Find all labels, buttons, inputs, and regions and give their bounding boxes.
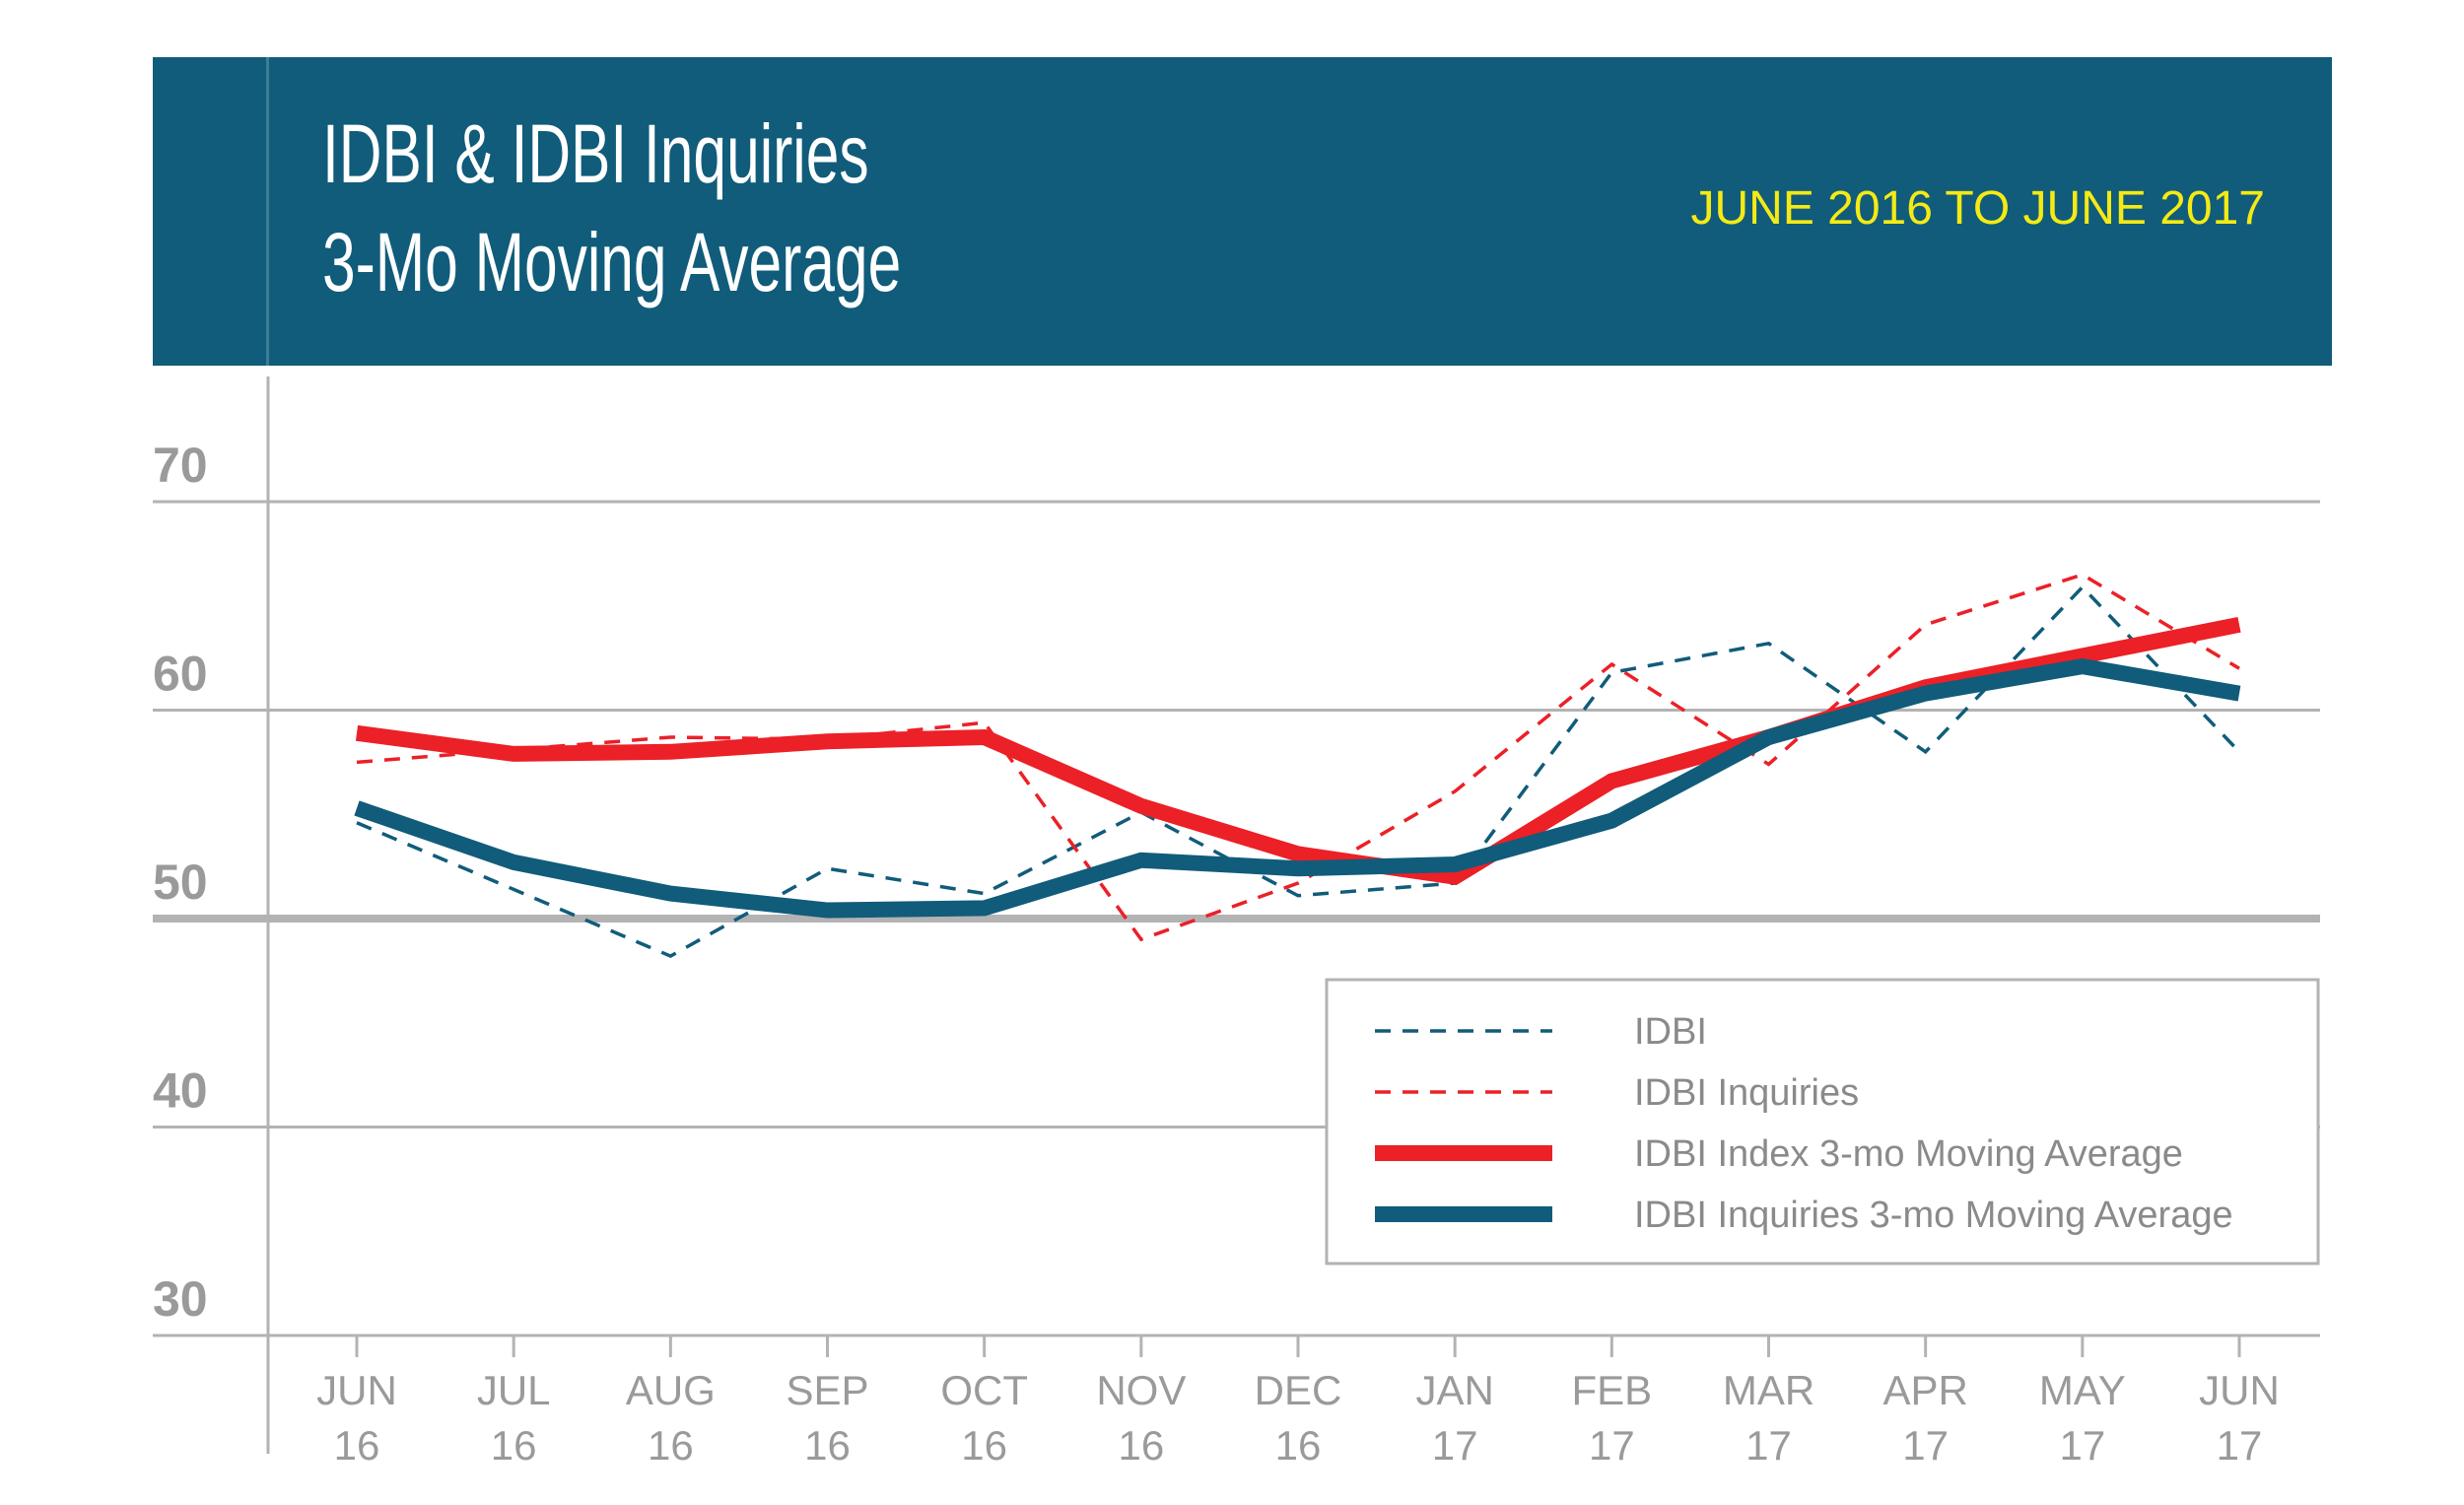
x-tick-label: JUN xyxy=(2199,1367,2280,1413)
x-tick-label: 16 xyxy=(491,1422,537,1469)
y-tick-label: 70 xyxy=(153,438,208,493)
series-line-idbi-inquiries xyxy=(356,573,2240,942)
x-tick-label: JUL xyxy=(477,1367,551,1413)
series-line-idbi-index-3-mo-moving-average xyxy=(355,616,2241,886)
x-tick-label: DEC xyxy=(1255,1367,1342,1413)
x-tick-label: 17 xyxy=(2059,1422,2105,1469)
x-tick-label: MAY xyxy=(2039,1367,2126,1413)
chart-subtitle: JUNE 2016 TO JUNE 2017 xyxy=(1690,182,2265,235)
x-tick-label: SEP xyxy=(786,1367,868,1413)
x-tick-label: 17 xyxy=(1589,1422,1635,1469)
header-divider xyxy=(266,57,269,366)
x-tick-label: OCT xyxy=(940,1367,1028,1413)
x-tick-label: 16 xyxy=(804,1422,851,1469)
series-line-idbi xyxy=(356,584,2241,959)
y-tick-label: 30 xyxy=(153,1271,208,1327)
series-line-idbi-inquiries-3-mo-moving-average xyxy=(354,657,2241,919)
x-tick-label: 16 xyxy=(648,1422,694,1469)
chart-header: IDBI & IDBI Inquiries 3-Mo Moving Averag… xyxy=(153,57,2332,366)
y-tick-label: 40 xyxy=(153,1063,208,1119)
x-tick-label: 16 xyxy=(334,1422,380,1469)
chart-title-line-1: IDBI & IDBI Inquiries xyxy=(322,107,869,200)
y-tick-label: 60 xyxy=(153,647,208,702)
x-tick-label: 17 xyxy=(1432,1422,1478,1469)
y-tick-label: 50 xyxy=(153,855,208,910)
x-tick-label: 17 xyxy=(1902,1422,1949,1469)
x-tick-label: FEB xyxy=(1571,1367,1652,1413)
legend-label: IDBI Inquiries xyxy=(1634,1072,1859,1114)
x-tick-label: JAN xyxy=(1415,1367,1493,1413)
x-tick-label: 16 xyxy=(1118,1422,1164,1469)
legend-label: IDBI Index 3-mo Moving Average xyxy=(1634,1133,2183,1175)
legend-label: IDBI xyxy=(1634,1011,1707,1053)
x-tick-label: 16 xyxy=(1275,1422,1322,1469)
x-tick-label: 17 xyxy=(1745,1422,1792,1469)
x-tick-label: APR xyxy=(1882,1367,1967,1413)
x-tick-label: JUN xyxy=(316,1367,397,1413)
x-tick-label: AUG xyxy=(626,1367,716,1413)
x-tick-label: 16 xyxy=(961,1422,1007,1469)
x-tick-label: NOV xyxy=(1096,1367,1186,1413)
legend-label: IDBI Inquiries 3-mo Moving Average xyxy=(1634,1195,2233,1236)
x-tick-label: MAR xyxy=(1723,1367,1814,1413)
chart-title-line-2: 3-Mo Moving Average xyxy=(322,216,902,308)
x-tick-label: 17 xyxy=(2217,1422,2263,1469)
